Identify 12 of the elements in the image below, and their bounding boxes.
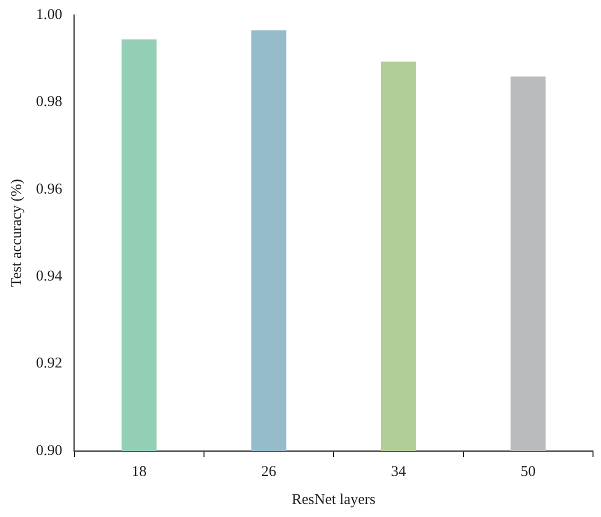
y-tick-label: 0.90	[36, 442, 62, 459]
x-tick-label: 26	[261, 464, 277, 480]
x-tick-label: 50	[520, 464, 536, 480]
y-axis-title: Test accuracy (%)	[8, 178, 25, 288]
x-tick-label: 18	[132, 464, 147, 480]
y-tick-label: 0.96	[36, 181, 63, 198]
y-tick-label: 0.92	[36, 356, 62, 372]
x-tick-label: 34	[390, 464, 406, 480]
x-axis-title: ResNet layers	[292, 492, 376, 508]
y-tick-label: 1.00	[36, 6, 62, 23]
y-tick-label: 0.98	[36, 94, 62, 110]
y-tick-label: 0.94	[36, 268, 63, 285]
